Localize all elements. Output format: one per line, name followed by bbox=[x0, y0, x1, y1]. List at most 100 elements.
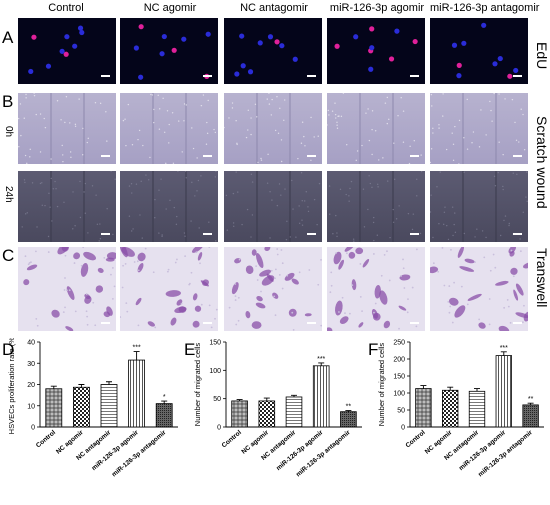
side-label-scratch-wound: Scratch wound bbox=[534, 116, 550, 209]
micrograph-tile bbox=[18, 171, 116, 242]
x-tick-label: Control bbox=[404, 429, 426, 449]
y-tick-label: 150 bbox=[393, 374, 405, 381]
bar-chart-migrated-e: Number of migrated cells 0 50 100 150 Control… bbox=[193, 340, 362, 479]
error-bar bbox=[133, 351, 140, 361]
scale-bar bbox=[307, 322, 316, 324]
error-bar bbox=[263, 397, 270, 401]
row-label-24h: 24h bbox=[3, 186, 14, 203]
scale-bar bbox=[513, 233, 522, 235]
x-tick-label: miR-126-3p antagomir bbox=[295, 429, 352, 479]
scale-bar bbox=[410, 75, 419, 77]
bar-chart-proliferation: HSVECs proliferation rate (%) 0 10 20 30 40 Co… bbox=[7, 338, 178, 478]
scale-bar bbox=[101, 155, 110, 157]
y-tick-label: 10 bbox=[27, 403, 35, 410]
error-bar bbox=[291, 394, 297, 397]
significance-label: *** bbox=[133, 345, 141, 352]
y-tick-label: 150 bbox=[209, 340, 221, 347]
error-bar bbox=[318, 362, 325, 366]
error-bar bbox=[527, 402, 534, 405]
micrograph-tile bbox=[327, 247, 425, 331]
micrograph-tile bbox=[18, 247, 116, 331]
column-label-nc-antagomir: NC antagomir bbox=[240, 2, 308, 14]
y-tick-label: 100 bbox=[393, 391, 405, 398]
bar bbox=[495, 355, 512, 428]
y-tick-label: 0 bbox=[217, 425, 221, 432]
scale-bar bbox=[307, 233, 316, 235]
panel-letter-a: A bbox=[2, 28, 14, 47]
scale-bar bbox=[203, 233, 212, 235]
y-tick-label: 20 bbox=[27, 382, 35, 389]
micrograph-tile bbox=[18, 93, 116, 164]
significance-label: ** bbox=[528, 396, 534, 403]
side-label-transwell: Transwell bbox=[534, 248, 550, 308]
error-bar bbox=[106, 381, 112, 385]
bar bbox=[340, 411, 357, 428]
scale-bar bbox=[307, 155, 316, 157]
micrograph-tile bbox=[120, 93, 218, 164]
y-tick-label: 0 bbox=[401, 425, 405, 432]
side-label-edu: EdU bbox=[534, 42, 550, 70]
scale-bar bbox=[410, 233, 419, 235]
micrograph-tile bbox=[120, 247, 218, 331]
panel-letter-c: C bbox=[2, 246, 15, 265]
y-tick-label: 100 bbox=[209, 368, 221, 375]
micrograph-tile bbox=[430, 247, 528, 331]
bar bbox=[100, 384, 118, 428]
micrograph-tile bbox=[430, 93, 528, 164]
column-label-mir-antagomir: miR-126-3p antagomir bbox=[430, 2, 540, 14]
micrograph-tile bbox=[224, 247, 322, 331]
error-bar bbox=[447, 386, 454, 391]
y-tick-label: 30 bbox=[27, 361, 35, 368]
x-tick-label: miR-126-3p agomir bbox=[91, 429, 141, 472]
column-label-nc-agomir: NC agomir bbox=[143, 2, 197, 14]
micrograph-tile bbox=[224, 18, 322, 84]
panel-letter-e: E bbox=[184, 340, 196, 359]
column-label-mir-agomir: miR-126-3p agomir bbox=[329, 2, 425, 14]
y-axis-label: HSVECs proliferation rate (%) bbox=[7, 338, 16, 434]
bar bbox=[72, 386, 90, 428]
scale-bar bbox=[203, 155, 212, 157]
column-label-control: Control bbox=[48, 2, 84, 14]
bar bbox=[155, 403, 173, 428]
significance-label: *** bbox=[500, 345, 508, 352]
micrograph-tile bbox=[327, 18, 425, 84]
bar bbox=[258, 400, 276, 428]
x-tick-label: Control bbox=[221, 429, 243, 449]
scale-bar bbox=[101, 233, 110, 235]
scale-bar bbox=[513, 322, 522, 324]
scale-bar bbox=[513, 155, 522, 157]
x-tick-label: miR-126-3p agomir bbox=[275, 429, 325, 472]
error-bar bbox=[50, 385, 57, 389]
micrograph-tile bbox=[327, 171, 425, 242]
error-bar bbox=[500, 351, 507, 356]
error-bar bbox=[78, 384, 85, 388]
significance-label: ** bbox=[346, 404, 352, 411]
x-tick-label: Control bbox=[35, 429, 57, 449]
y-tick-label: 50 bbox=[213, 396, 221, 403]
scale-bar bbox=[101, 75, 110, 77]
significance-label: * bbox=[163, 394, 166, 401]
bar bbox=[312, 365, 330, 428]
error-bar bbox=[161, 400, 168, 404]
scale-bar bbox=[203, 322, 212, 324]
y-axis-label: Number of migrated cells bbox=[193, 343, 202, 427]
error-bar bbox=[474, 388, 480, 392]
bar bbox=[285, 396, 303, 428]
y-tick-label: 200 bbox=[393, 357, 405, 364]
y-tick-label: 40 bbox=[27, 340, 35, 347]
bar bbox=[45, 388, 63, 428]
micrograph-tile bbox=[18, 18, 116, 84]
bar bbox=[442, 389, 459, 428]
micrograph-tile bbox=[430, 171, 528, 242]
error-bar bbox=[420, 385, 427, 389]
micrograph-tile bbox=[327, 93, 425, 164]
y-tick-label: 0 bbox=[31, 425, 35, 432]
error-bar bbox=[236, 399, 243, 401]
scale-bar bbox=[203, 75, 212, 77]
scale-bar bbox=[410, 155, 419, 157]
x-tick-label: miR-126-3p agomir bbox=[458, 429, 508, 472]
micrograph-tile bbox=[120, 171, 218, 242]
row-label-0h: 0h bbox=[3, 126, 14, 138]
y-tick-label: 50 bbox=[397, 408, 405, 415]
bar bbox=[415, 388, 432, 428]
